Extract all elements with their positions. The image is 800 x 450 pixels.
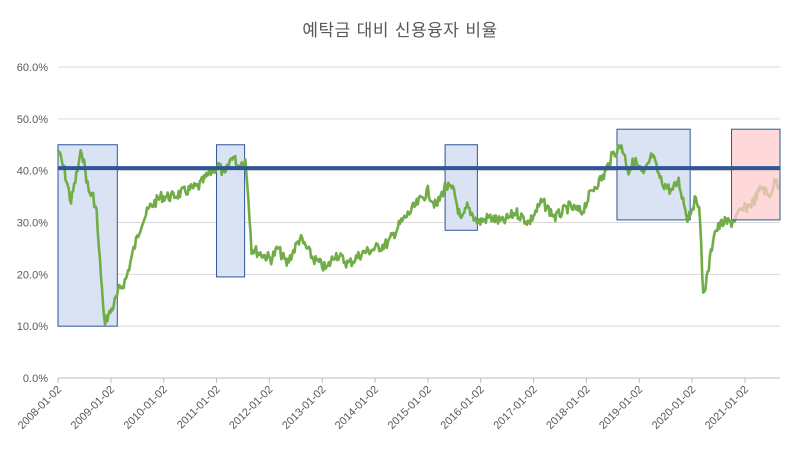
highlight-box xyxy=(57,144,118,327)
y-tick-label: 30.0% xyxy=(17,218,48,230)
x-tick-label: 2021-01-02 xyxy=(703,384,751,432)
x-tick-label: 2014-01-02 xyxy=(333,384,381,432)
x-tick-label: 2010-01-02 xyxy=(122,384,170,432)
x-tick-label: 2017-01-02 xyxy=(491,384,539,432)
x-tick-label: 2008-01-02 xyxy=(16,384,64,432)
x-tick-label: 2013-01-02 xyxy=(280,384,328,432)
x-tick-label: 2018-01-02 xyxy=(544,384,592,432)
series-line xyxy=(56,144,781,326)
y-tick-label: 20.0% xyxy=(17,269,48,281)
highlight-box-red xyxy=(731,128,781,221)
x-tick-label: 2015-01-02 xyxy=(386,384,434,432)
x-tick-label: 2009-01-02 xyxy=(69,384,117,432)
y-tick-label: 50.0% xyxy=(17,114,48,126)
y-tick-label: 0.0% xyxy=(23,373,48,385)
x-tick-label: 2012-01-02 xyxy=(227,384,275,432)
y-tick-label: 60.0% xyxy=(17,62,48,74)
y-tick-label: 40.0% xyxy=(17,166,48,178)
x-tick-label: 2011-01-02 xyxy=(175,384,223,432)
chart-title: 예탁금 대비 신용융자 비율 xyxy=(302,21,498,41)
y-tick-label: 10.0% xyxy=(17,321,48,333)
x-tick-label: 2020-01-02 xyxy=(650,384,698,432)
x-tick-label: 2016-01-02 xyxy=(439,384,487,432)
x-tick-label: 2019-01-02 xyxy=(597,384,645,432)
